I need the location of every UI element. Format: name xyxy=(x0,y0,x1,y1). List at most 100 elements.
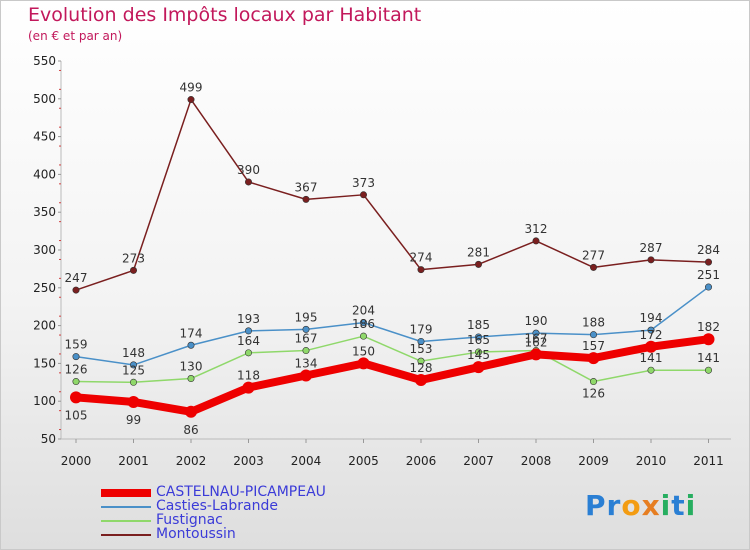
data-label: 157 xyxy=(582,339,605,353)
data-point xyxy=(532,329,540,337)
data-label: 148 xyxy=(122,346,145,360)
logo-letter: t xyxy=(671,489,686,522)
data-label: 105 xyxy=(65,408,88,422)
y-tick-label: 450 xyxy=(33,130,56,144)
data-point xyxy=(474,333,482,341)
y-tick-label: 200 xyxy=(33,319,56,333)
data-point xyxy=(647,256,655,264)
data-label: 126 xyxy=(582,387,605,401)
data-point xyxy=(359,191,367,199)
data-label: 273 xyxy=(122,251,145,265)
x-tick-label: 2011 xyxy=(693,454,724,468)
x-tick-label: 2007 xyxy=(463,454,494,468)
data-label: 130 xyxy=(180,360,203,374)
data-point xyxy=(589,263,597,271)
data-label: 126 xyxy=(65,363,88,377)
data-point xyxy=(589,378,597,386)
legend-label: Montoussin xyxy=(156,526,236,542)
data-point xyxy=(530,348,542,361)
data-point xyxy=(357,357,370,370)
data-label: 274 xyxy=(410,251,433,265)
data-point xyxy=(187,96,195,104)
x-tick-label: 2008 xyxy=(521,454,552,468)
data-point xyxy=(415,374,427,387)
y-tick-label: 550 xyxy=(33,54,56,68)
y-tick-label: 300 xyxy=(33,243,56,257)
y-tick-label: 50 xyxy=(41,432,56,446)
data-point xyxy=(702,333,715,346)
data-label: 128 xyxy=(410,361,433,375)
data-point xyxy=(704,283,712,291)
x-tick-label: 2006 xyxy=(406,454,437,468)
data-label: 188 xyxy=(582,316,605,330)
data-label: 182 xyxy=(697,320,720,334)
data-point xyxy=(417,266,425,274)
data-point xyxy=(72,353,80,361)
legend-swatch xyxy=(101,534,151,536)
x-tick-label: 2009 xyxy=(578,454,609,468)
data-label: 193 xyxy=(237,312,260,326)
data-point xyxy=(532,237,540,245)
legend-label: Casties-Labrande xyxy=(156,498,278,514)
data-label: 141 xyxy=(697,351,720,365)
data-label: 167 xyxy=(295,332,318,346)
x-tick-label: 2005 xyxy=(348,454,379,468)
data-label: 141 xyxy=(640,351,663,365)
data-label: 86 xyxy=(183,423,198,437)
data-point xyxy=(302,325,310,333)
data-point xyxy=(245,178,253,186)
data-point xyxy=(417,357,425,365)
data-label: 390 xyxy=(237,163,260,177)
data-label: 125 xyxy=(122,363,145,377)
chart-title: Evolution des Impôts locaux par Habitant xyxy=(28,4,422,26)
data-label: 164 xyxy=(237,334,260,348)
data-point xyxy=(302,347,310,355)
data-label: 118 xyxy=(237,369,260,383)
proxiti-logo: Proxiti xyxy=(585,489,696,522)
data-label: 150 xyxy=(352,344,375,358)
series-line-2 xyxy=(75,335,710,384)
series-line-0 xyxy=(72,335,713,416)
data-label: 167 xyxy=(525,332,548,346)
data-label: 165 xyxy=(467,333,490,347)
data-label: 186 xyxy=(352,317,375,331)
data-label: 204 xyxy=(352,304,375,318)
data-point xyxy=(645,340,657,353)
chart-subtitle: (en € et par an) xyxy=(28,29,123,43)
logo-letter: i xyxy=(685,489,697,522)
data-label: 287 xyxy=(640,241,663,255)
data-point xyxy=(589,331,597,339)
data-point xyxy=(302,195,310,203)
data-point xyxy=(647,326,655,334)
data-label: 312 xyxy=(525,222,548,236)
logo-letter: x xyxy=(641,489,661,522)
data-point xyxy=(242,381,255,394)
data-label: 284 xyxy=(697,243,720,257)
data-label: 190 xyxy=(525,314,548,328)
data-point xyxy=(472,361,485,374)
data-label: 99 xyxy=(126,413,141,427)
logo-letter: i xyxy=(660,489,672,522)
data-point xyxy=(474,348,482,356)
data-label: 179 xyxy=(410,322,433,336)
series-line-1 xyxy=(75,286,710,366)
series-line-3 xyxy=(75,98,710,291)
legend-label: CASTELNAU-PICAMPEAU xyxy=(156,484,326,500)
data-label: 281 xyxy=(467,245,490,259)
data-point xyxy=(72,378,80,386)
data-point xyxy=(130,266,138,274)
data-label: 162 xyxy=(525,335,548,349)
legend-swatch xyxy=(101,506,151,508)
data-point xyxy=(300,369,312,382)
data-label: 134 xyxy=(295,356,318,370)
x-tick-label: 2000 xyxy=(61,454,92,468)
data-point xyxy=(704,366,712,374)
logo-letter: r xyxy=(606,489,622,522)
x-tick-label: 2001 xyxy=(118,454,149,468)
data-label: 153 xyxy=(410,342,433,356)
x-tick-label: 2004 xyxy=(291,454,322,468)
y-tick-label: 350 xyxy=(33,205,56,219)
legend-label: Fustignac xyxy=(156,512,223,528)
x-tick-label: 2010 xyxy=(636,454,667,468)
